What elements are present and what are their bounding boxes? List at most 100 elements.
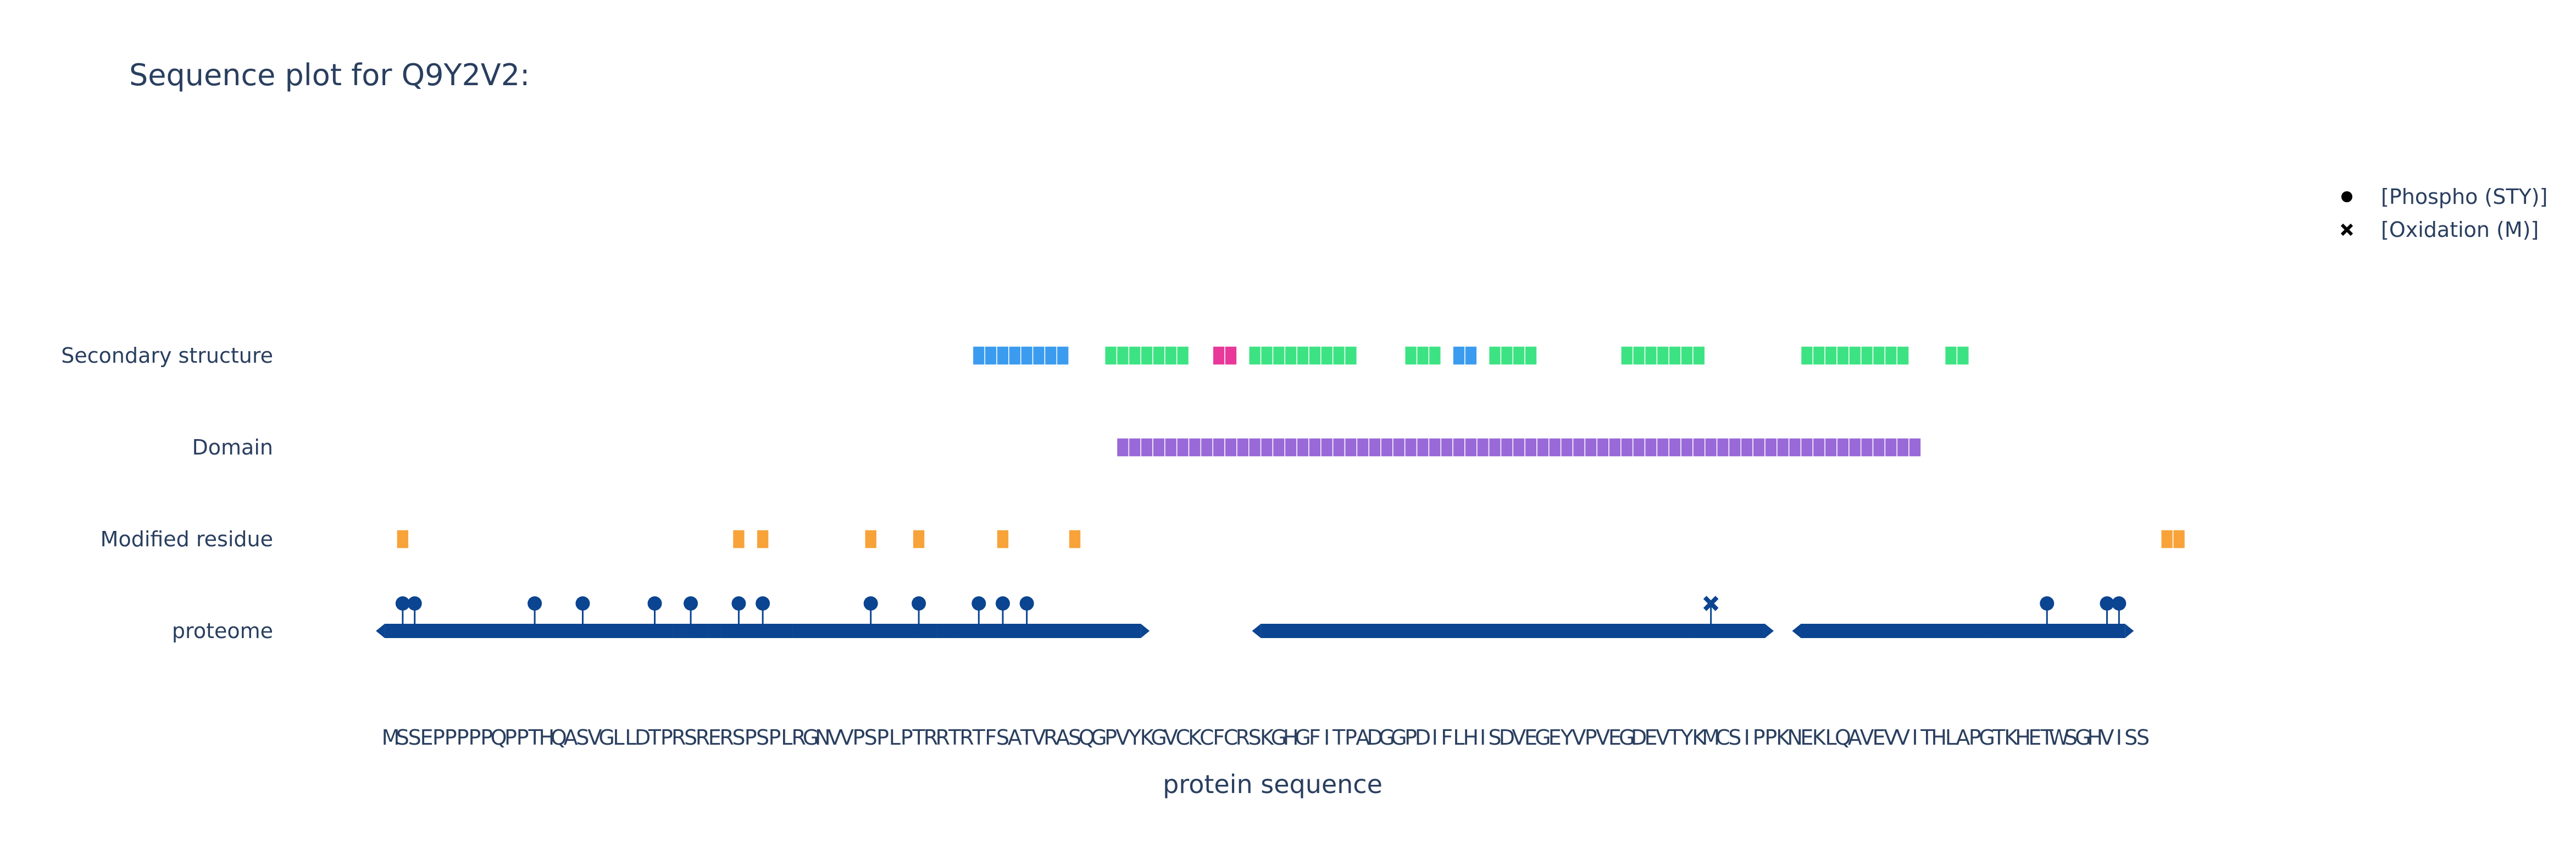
phospho-marker (912, 596, 926, 611)
modified-residue-mark (996, 529, 1009, 549)
sequence-residue: P (1104, 725, 1117, 750)
domain-segment (1596, 437, 1609, 457)
modified-residue-track (396, 529, 2186, 549)
legend[interactable]: [Phospho (STY)] [Oxidation (M)] (2340, 185, 2547, 242)
sequence-residue: R (719, 725, 734, 750)
domain-segment (1212, 437, 1225, 457)
legend-item[interactable]: [Oxidation (M)] (2340, 218, 2539, 242)
domain-segment (1692, 437, 1706, 457)
sequence-residue: P (1585, 725, 1597, 750)
sequence-residue: T (1668, 725, 1682, 750)
peptide-start-arrow (784, 624, 793, 638)
peptide-start-arrow (952, 624, 961, 638)
sequence-residue: A (1956, 725, 1970, 750)
secondary-structure-strand (1104, 346, 1118, 365)
sequence-residue: P (1753, 725, 1766, 750)
sequence-residue: H (1283, 725, 1299, 750)
domain-segment (1248, 437, 1262, 457)
peptide-end-arrow (1764, 624, 1774, 638)
peptide-start-arrow (1036, 624, 1045, 638)
sequence-residue: I (1432, 725, 1438, 750)
sequence-residue: S (576, 725, 589, 750)
domain-segment (1548, 437, 1562, 457)
domain-segment (1824, 437, 1837, 457)
peptide-start-arrow (687, 624, 697, 638)
secondary-structure-strand (1500, 346, 1514, 365)
phospho-marker (684, 596, 698, 611)
sequence-residue: A (564, 725, 578, 750)
sequence-residue: M (1702, 725, 1720, 750)
sequence-residue: S (732, 725, 745, 750)
domain-segment (1848, 437, 1862, 457)
sequence-residue: S (2136, 725, 2150, 750)
domain-segment (1668, 437, 1681, 457)
domain-segment (1812, 437, 1825, 457)
sequence-residue: S (864, 725, 878, 750)
modified-residue-mark (864, 529, 878, 549)
sequence-residue: T (648, 725, 662, 750)
sequence-residue: P (504, 725, 517, 750)
peptide (784, 624, 934, 638)
sequence-residue: D (635, 725, 651, 750)
sequence-residue: N (1787, 725, 1802, 750)
secondary-structure-strand (1644, 346, 1658, 365)
sequence-residue: V (1164, 725, 1178, 750)
legend-item[interactable]: [Phospho (STY)] (2341, 185, 2547, 209)
sequence-residue: K (1692, 725, 1706, 750)
secondary-structure-strand (1260, 346, 1274, 365)
legend-label: [Phospho (STY)] (2381, 185, 2547, 209)
track-label: proteome (172, 619, 273, 643)
peptide (1792, 624, 2002, 638)
domain-segment (1776, 437, 1790, 457)
phospho-marker (756, 596, 770, 611)
peptide-bar (385, 624, 673, 638)
x-axis-title: protein sequence (1163, 769, 1383, 799)
domain-segment (1608, 437, 1622, 457)
sequence-residue: S (2064, 725, 2078, 750)
sequence-residue: S (408, 725, 421, 750)
secondary-structure-strand (1140, 346, 1153, 365)
sequence-residue: I (1744, 725, 1750, 750)
secondary-structure-strand (1956, 346, 1970, 365)
secondary-structure-strand (1872, 346, 1886, 365)
sequence-residue: T (972, 725, 986, 750)
sequence-residue: H (1931, 725, 1947, 750)
domain-segment (1584, 437, 1597, 457)
domain-segment (1764, 437, 1778, 457)
peptide-start-arrow (712, 624, 721, 638)
sequence-residue: C (1716, 725, 1730, 750)
sequence-residue: G (1379, 725, 1395, 750)
peptide-bar (1692, 624, 1765, 638)
sequence-residue: I (1912, 725, 1918, 750)
sequence-residue: T (912, 725, 925, 750)
sequence-residue: T (528, 725, 542, 750)
sequence-residue: L (1945, 725, 1957, 750)
domain-segment (1452, 437, 1465, 457)
sequence-residue: V (1512, 725, 1526, 750)
peptide-end-arrow (2125, 624, 2134, 638)
domain-segment (1140, 437, 1153, 457)
sequence-residue: N (815, 725, 830, 750)
domain-segment (1356, 437, 1369, 457)
peptide-bar (961, 624, 1045, 638)
peptide-start-arrow (1792, 624, 1801, 638)
sequence-residue: L (889, 725, 901, 750)
domain-segment (1656, 437, 1669, 457)
domain-segment (1644, 437, 1658, 457)
secondary-structure-strand (1896, 346, 1909, 365)
secondary-structure-strand (1668, 346, 1681, 365)
sequence-residue: S (996, 725, 1009, 750)
sequence-residue: V (1860, 725, 1874, 750)
sequence-residue: V (828, 725, 842, 750)
domain-segment (1632, 437, 1646, 457)
sequence-residue: D (1415, 725, 1431, 750)
sequence-residue: R (1236, 725, 1250, 750)
secondary-structure-helix (1008, 346, 1021, 365)
peptide (1036, 624, 1150, 638)
domain-segment (1440, 437, 1453, 457)
domain-segment (1872, 437, 1886, 457)
secondary-structure-strand (1824, 346, 1837, 365)
sequence-residue: G (1979, 725, 1995, 750)
peptide (1252, 624, 1702, 638)
